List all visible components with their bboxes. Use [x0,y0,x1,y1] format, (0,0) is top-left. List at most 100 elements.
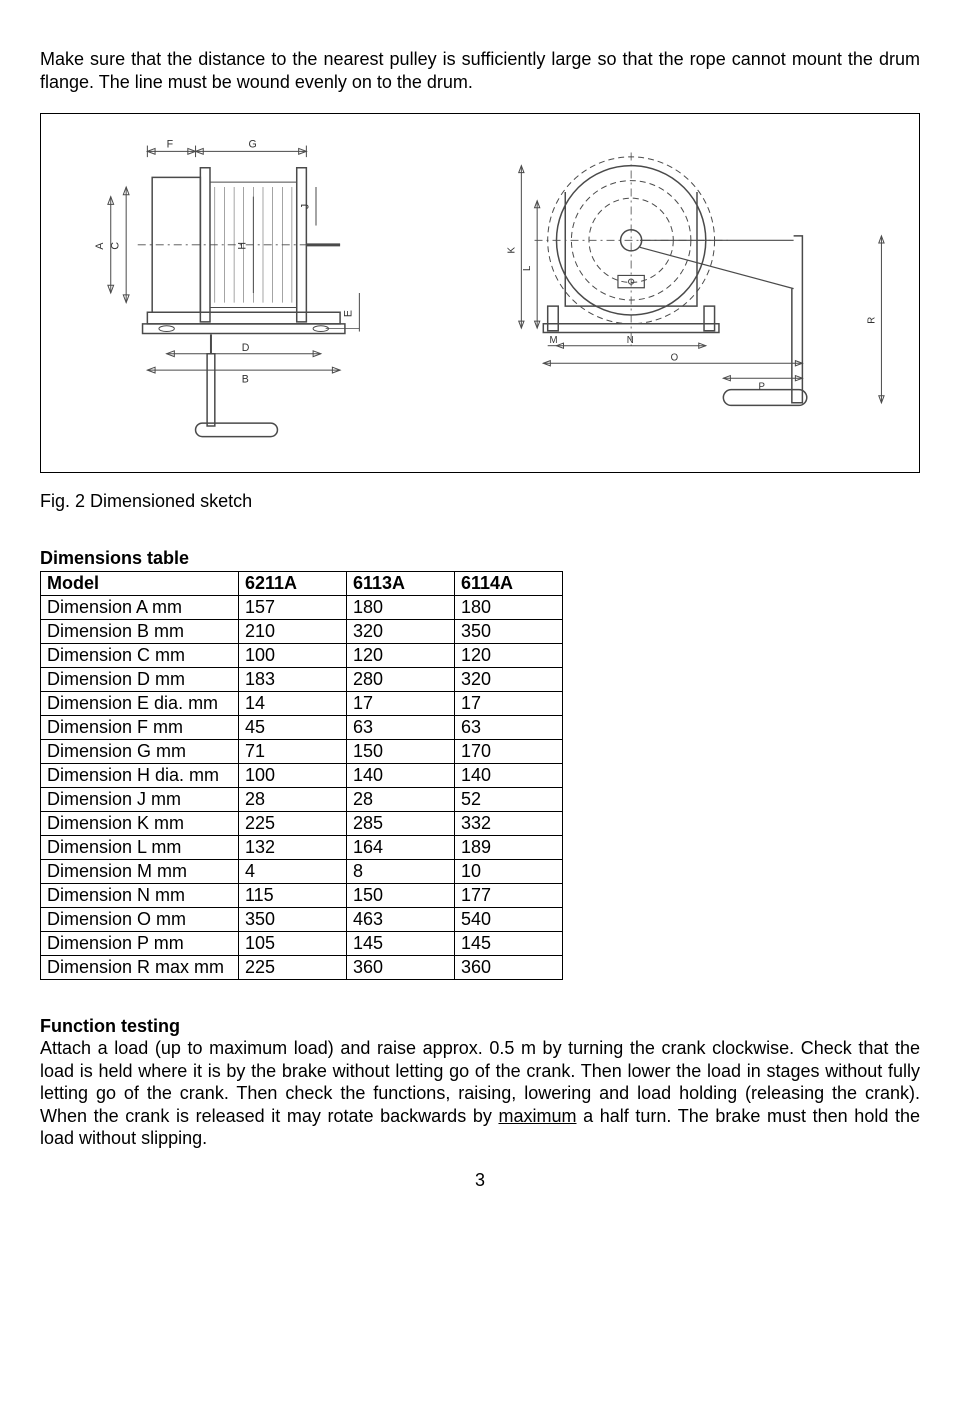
row-label: Dimension F mm [41,716,239,740]
row-value: 150 [347,740,455,764]
row-value: 132 [239,836,347,860]
function-underlined: maximum [498,1106,576,1126]
table-row: Dimension C mm100120120 [41,644,563,668]
row-label: Dimension R max mm [41,956,239,980]
row-value: 150 [347,884,455,908]
row-label: Dimension B mm [41,620,239,644]
table-row: Dimension H dia. mm100140140 [41,764,563,788]
row-label: Dimension N mm [41,884,239,908]
dimensions-table: Model 6211A 6113A 6114A Dimension A mm15… [40,571,563,980]
header-model: Model [41,572,239,596]
dim-label-d: D [242,342,250,354]
table-row: Dimension D mm183280320 [41,668,563,692]
diagram-container: F G [40,113,920,473]
row-value: 210 [239,620,347,644]
row-label: Dimension J mm [41,788,239,812]
table-row: Dimension F mm456363 [41,716,563,740]
dim-label-b: B [242,374,249,386]
row-value: 8 [347,860,455,884]
row-value: 63 [455,716,563,740]
table-row: Dimension R max mm225360360 [41,956,563,980]
table-row: Dimension J mm282852 [41,788,563,812]
row-label: Dimension E dia. mm [41,692,239,716]
table-row: Dimension K mm225285332 [41,812,563,836]
row-value: 140 [347,764,455,788]
row-value: 189 [455,836,563,860]
row-value: 157 [239,596,347,620]
row-value: 115 [239,884,347,908]
header-model-1: 6113A [347,572,455,596]
row-value: 225 [239,956,347,980]
row-value: 100 [239,644,347,668]
row-value: 180 [455,596,563,620]
table-row: Dimension M mm4810 [41,860,563,884]
row-value: 28 [239,788,347,812]
table-row: Dimension O mm350463540 [41,908,563,932]
row-value: 17 [455,692,563,716]
row-value: 280 [347,668,455,692]
row-value: 177 [455,884,563,908]
row-label: Dimension M mm [41,860,239,884]
function-testing-body: Attach a load (up to maximum load) and r… [40,1037,920,1150]
row-value: 10 [455,860,563,884]
row-value: 350 [239,908,347,932]
dim-label-r: R [866,317,877,324]
row-value: 71 [239,740,347,764]
row-value: 360 [347,956,455,980]
row-value: 17 [347,692,455,716]
intro-paragraph: Make sure that the distance to the neare… [40,48,920,93]
row-value: 145 [347,932,455,956]
row-label: Dimension D mm [41,668,239,692]
function-testing-title: Function testing [40,1016,920,1037]
row-value: 225 [239,812,347,836]
row-label: Dimension A mm [41,596,239,620]
row-value: 120 [347,644,455,668]
row-value: 463 [347,908,455,932]
dim-label-g: G [249,138,257,150]
dim-label-j: J [299,204,311,209]
dim-label-m: M [549,335,557,346]
row-value: 145 [455,932,563,956]
row-label: Dimension H dia. mm [41,764,239,788]
row-value: 183 [239,668,347,692]
row-value: 320 [347,620,455,644]
table-title: Dimensions table [40,548,920,569]
diagram-left-view: F G [61,134,465,452]
row-value: 52 [455,788,563,812]
table-row: Dimension E dia. mm141717 [41,692,563,716]
table-row: Dimension N mm115150177 [41,884,563,908]
row-label: Dimension L mm [41,836,239,860]
table-header-row: Model 6211A 6113A 6114A [41,572,563,596]
row-value: 332 [455,812,563,836]
row-value: 540 [455,908,563,932]
row-value: 4 [239,860,347,884]
row-label: Dimension G mm [41,740,239,764]
dim-label-p: P [758,382,764,393]
row-value: 45 [239,716,347,740]
row-value: 105 [239,932,347,956]
row-value: 63 [347,716,455,740]
row-label: Dimension O mm [41,908,239,932]
dim-label-k: K [506,246,517,253]
dim-label-e: E [343,310,355,317]
figure-caption: Fig. 2 Dimensioned sketch [40,491,920,512]
row-value: 14 [239,692,347,716]
row-value: 320 [455,668,563,692]
row-value: 180 [347,596,455,620]
header-model-0: 6211A [239,572,347,596]
header-model-2: 6114A [455,572,563,596]
table-row: Dimension P mm105145145 [41,932,563,956]
dim-label-h: H [237,242,249,250]
row-value: 170 [455,740,563,764]
table-row: Dimension B mm210320350 [41,620,563,644]
row-value: 285 [347,812,455,836]
row-label: Dimension K mm [41,812,239,836]
table-row: Dimension L mm132164189 [41,836,563,860]
dim-label-o: O [671,353,679,364]
table-row: Dimension G mm71150170 [41,740,563,764]
row-value: 360 [455,956,563,980]
row-value: 120 [455,644,563,668]
page-number: 3 [40,1170,920,1191]
dim-label-n: N [627,335,634,346]
dim-label-l: L [522,265,533,271]
